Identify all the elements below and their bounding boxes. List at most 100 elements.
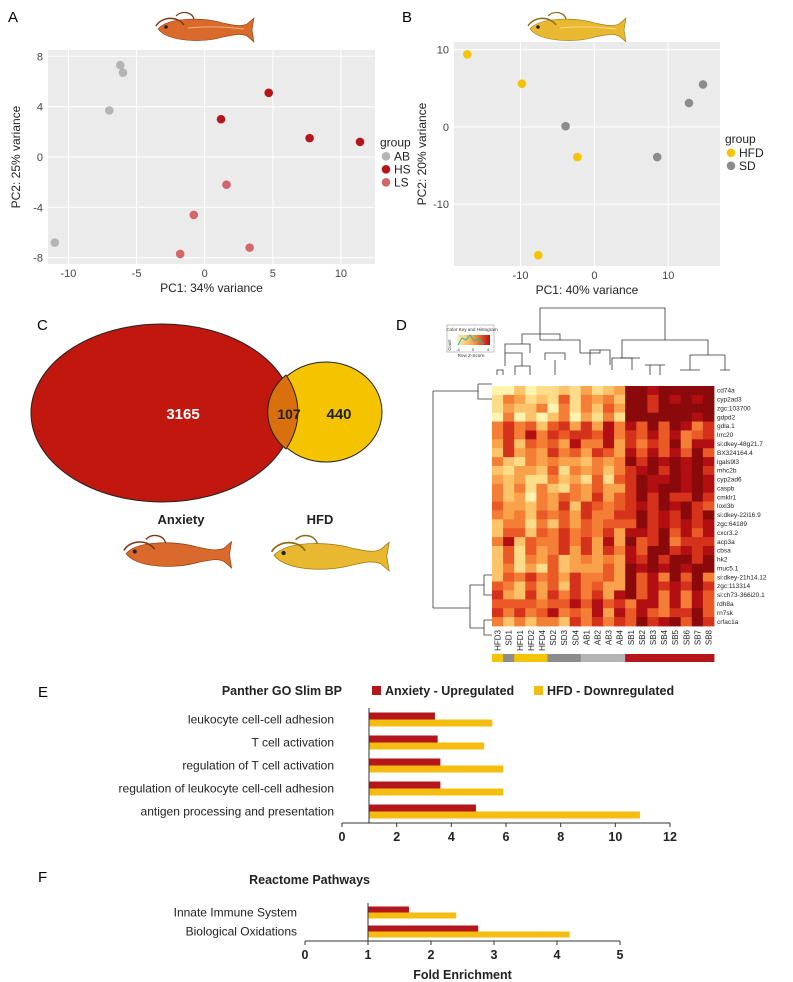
- color-key-tick: 4: [487, 347, 490, 352]
- heatmap-cell: [514, 386, 526, 396]
- heatmap-cell: [580, 483, 593, 494]
- heatmap-cell: [680, 581, 693, 591]
- heatmap-cell: [547, 457, 559, 467]
- heatmap-cell: [658, 590, 670, 600]
- heatmap-cell: [625, 554, 637, 565]
- heatmap-cell: [547, 439, 559, 449]
- legend-entry: HS: [394, 162, 411, 176]
- heatmap-cell: [558, 403, 571, 414]
- heatmap-cell: [569, 554, 582, 565]
- heatmap-cell: [525, 457, 537, 467]
- heatmap-cell: [580, 439, 593, 449]
- legend-marker: [381, 165, 391, 174]
- heatmap-cell: [647, 546, 659, 556]
- heatmap-cell: [536, 546, 548, 556]
- heatmap-cell: [669, 581, 682, 591]
- data-point: [222, 180, 231, 189]
- heatmap-cell: [558, 448, 571, 458]
- heatmap-cell: [658, 554, 670, 565]
- color-key-xlabel: Row Z-Score: [458, 353, 485, 358]
- heatmap-cell: [702, 617, 715, 627]
- heatmap-cell: [503, 572, 515, 582]
- group-color-block: [514, 654, 526, 662]
- x-tick-label: 12: [663, 830, 677, 844]
- heatmap-cell: [614, 501, 626, 511]
- heatmap-cell: [702, 519, 715, 529]
- heatmap-cell: [625, 430, 637, 440]
- heatmap-cell: [658, 466, 670, 476]
- heatmap-cell: [580, 394, 593, 405]
- heatmap-cell: [702, 546, 715, 556]
- gene-label: cmklr1: [717, 494, 737, 501]
- heatmap-cell: [591, 501, 604, 511]
- heatmap-cell: [614, 439, 626, 449]
- heatmap-cell: [625, 581, 637, 591]
- heatmap-cell: [691, 554, 704, 565]
- heatmap-cell: [669, 519, 682, 529]
- gene-label: cyp2ad6: [717, 477, 742, 484]
- heatmap-cell: [580, 492, 593, 502]
- heatmap-cell: [558, 581, 571, 591]
- heatmap-cell: [702, 474, 715, 485]
- heatmap-cell: [580, 412, 593, 422]
- sample-label: SD4: [571, 629, 580, 645]
- heatmap-cell: [558, 572, 571, 582]
- heatmap-cell: [580, 572, 593, 582]
- heatmap-cell: [636, 474, 648, 485]
- heatmap-cell: [647, 590, 659, 600]
- heatmap-cell: [702, 466, 715, 476]
- heatmap-cell: [569, 448, 582, 458]
- data-point: [50, 238, 60, 247]
- heatmap-cell: [625, 457, 637, 467]
- heatmap-cell: [536, 617, 548, 627]
- heatmap-cell: [558, 546, 571, 556]
- heatmap-cell: [580, 599, 593, 609]
- heatmap-cell: [558, 412, 571, 422]
- x-tick-label: 0: [202, 268, 208, 280]
- heatmap-cell: [503, 501, 515, 511]
- heatmap-cell: [636, 519, 648, 529]
- heatmap-cell: [636, 457, 648, 467]
- heatmap-cell: [691, 608, 704, 618]
- heatmap-cell: [525, 412, 537, 422]
- group-color-block: [636, 654, 648, 662]
- heatmap-cell: [647, 599, 659, 609]
- heatmap-cell: [547, 617, 559, 627]
- heatmap-cell: [580, 403, 593, 414]
- heatmap-cell: [503, 474, 515, 485]
- gene-label: acp3a: [717, 539, 735, 546]
- gene-label: gdla.1: [717, 423, 735, 430]
- heatmap-cell: [514, 430, 526, 440]
- heatmap-cell: [625, 474, 637, 485]
- heatmap-cell: [492, 412, 504, 422]
- heatmap-cell: [636, 492, 648, 502]
- heatmap-cell: [558, 537, 571, 547]
- bar-anxiety-upregulated: [368, 925, 479, 932]
- group-color-block: [503, 654, 515, 662]
- panel-label-d: D: [396, 317, 407, 334]
- heatmap-cell: [614, 483, 626, 494]
- legend-entry: SD: [739, 159, 756, 173]
- heatmap: Color Key and Histogram Row Z-Score Coun…: [432, 307, 767, 662]
- heatmap-cell: [647, 492, 659, 502]
- heatmap-cell: [569, 537, 582, 547]
- heatmap-cell: [603, 537, 615, 547]
- group-color-block: [680, 654, 693, 662]
- heatmap-cell: [614, 608, 626, 618]
- heatmap-cell: [614, 492, 626, 502]
- panel-label-b: B: [402, 9, 412, 26]
- heatmap-cell: [636, 430, 648, 440]
- sample-label: AB2: [593, 629, 602, 645]
- heatmap-cell: [503, 519, 515, 529]
- heatmap-cell: [658, 501, 670, 511]
- y-tick-label: 4: [37, 102, 43, 114]
- column-dendrogram: [496, 307, 730, 375]
- x-axis-label: PC1: 34% variance: [160, 281, 263, 295]
- heatmap-cell: [625, 528, 637, 538]
- heatmap-cell: [525, 439, 537, 449]
- heatmap-cell: [503, 537, 515, 547]
- heatmap-cell: [525, 590, 537, 600]
- heatmap-cell: [614, 403, 626, 414]
- gene-label: crfac1a: [717, 619, 739, 626]
- heatmap-cell: [514, 510, 526, 520]
